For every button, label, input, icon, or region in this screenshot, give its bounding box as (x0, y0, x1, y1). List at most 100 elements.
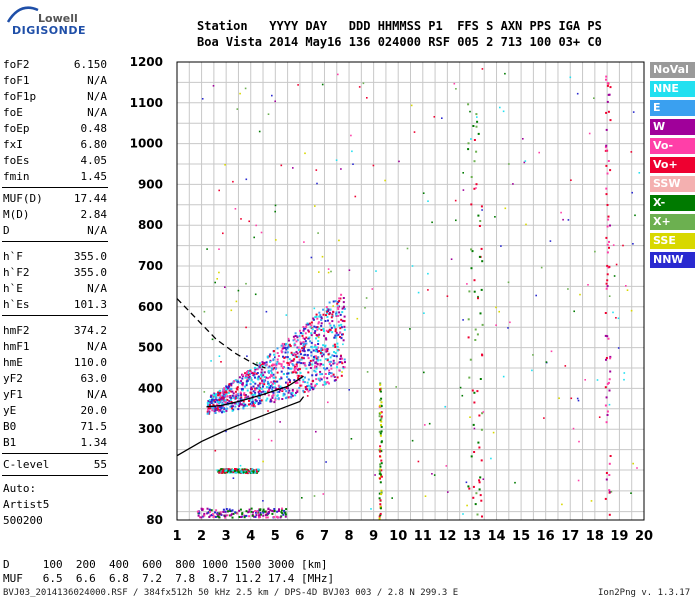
noise-point (240, 218, 242, 220)
param-name: MUF(D) (3, 192, 43, 205)
echo-point (308, 336, 311, 339)
echo-point (266, 355, 269, 358)
echo-point (608, 489, 611, 492)
echo-point (231, 469, 234, 472)
echo-point (239, 403, 242, 406)
noise-point (318, 336, 320, 339)
param-value: 110.0 (73, 356, 107, 369)
echo-point (344, 361, 346, 364)
echo-point (264, 390, 267, 393)
param-value: 1.45 (80, 170, 108, 183)
echo-point (317, 321, 320, 324)
echo-point (604, 386, 607, 389)
noise-point (492, 431, 495, 434)
echo-point (286, 356, 289, 359)
noise-point (313, 495, 316, 497)
echo-point (303, 342, 306, 345)
echo-point (475, 125, 478, 128)
echo-point (478, 488, 481, 491)
echo-point (248, 515, 251, 518)
echo-point (306, 381, 309, 384)
param-name: D (3, 224, 10, 237)
echo-point (251, 393, 254, 396)
echo-point (320, 316, 323, 319)
param-name: foEp (3, 122, 30, 135)
noise-point (285, 314, 288, 316)
echo-point (227, 387, 229, 389)
echo-point (259, 513, 262, 516)
echo-point (605, 144, 608, 147)
echo-point (224, 394, 226, 397)
echo-point (308, 364, 311, 367)
echo-point (258, 392, 261, 395)
echo-point (608, 240, 610, 243)
echo-point (333, 324, 336, 327)
echo-point (293, 342, 296, 345)
param-name: yE (3, 404, 17, 417)
echo-point (214, 401, 217, 403)
echo-point (296, 346, 299, 349)
echo-point (250, 388, 252, 391)
echo-point (293, 352, 296, 355)
noise-point (462, 172, 464, 174)
noise-point (473, 427, 476, 430)
param-row: yE 20.0 (3, 404, 107, 418)
param-name: C-level (3, 458, 50, 471)
echo-point (607, 381, 610, 384)
param-name: foE (3, 106, 23, 119)
noise-point (239, 92, 241, 95)
noise-point (612, 311, 614, 314)
echo-point (245, 374, 248, 377)
noise-point (453, 82, 456, 85)
echo-point (317, 340, 320, 343)
echo-point (241, 375, 244, 378)
y-tick-label: 80 (146, 513, 163, 527)
echo-point (210, 394, 213, 397)
echo-point (608, 474, 611, 476)
echo-point (207, 400, 210, 403)
echo-point (218, 512, 221, 515)
echo-point (315, 367, 318, 370)
echo-point (239, 391, 242, 394)
header-yyyy-label: YYYY (269, 19, 299, 33)
echo-point (253, 370, 256, 373)
echo-point (609, 86, 612, 89)
echo-point (228, 383, 231, 386)
echo-point (235, 393, 238, 396)
echo-point (242, 393, 245, 396)
echo-point (605, 287, 608, 290)
echo-point (218, 471, 221, 474)
echo-point (379, 473, 382, 476)
echo-point (478, 225, 481, 227)
noise-point (431, 221, 433, 224)
echo-point (253, 515, 255, 518)
echo-point (313, 331, 316, 334)
echo-point (264, 364, 267, 367)
echo-point (605, 358, 607, 361)
noise-point (543, 417, 545, 419)
echo-point (324, 320, 327, 322)
echo-point (325, 306, 328, 309)
param-row: B1 1.34 (3, 436, 107, 450)
noise-point (224, 286, 226, 288)
echo-point (300, 375, 303, 377)
echo-point (219, 394, 222, 397)
echo-point (272, 394, 275, 396)
echo-point (481, 515, 483, 518)
echo-point (605, 75, 608, 78)
echo-point (339, 297, 342, 300)
noise-point (265, 310, 268, 313)
echo-point (607, 110, 610, 113)
echo-point (270, 375, 273, 378)
echo-point (268, 355, 271, 358)
echo-point (303, 345, 306, 348)
echo-point (604, 497, 607, 500)
echo-point (261, 363, 264, 365)
param-value: N/A (87, 224, 107, 237)
echo-point (328, 363, 331, 366)
echo-point (268, 389, 270, 392)
echo-point (319, 314, 322, 317)
echo-point (285, 342, 288, 345)
echo-point (608, 265, 611, 268)
echo-point (262, 374, 265, 377)
